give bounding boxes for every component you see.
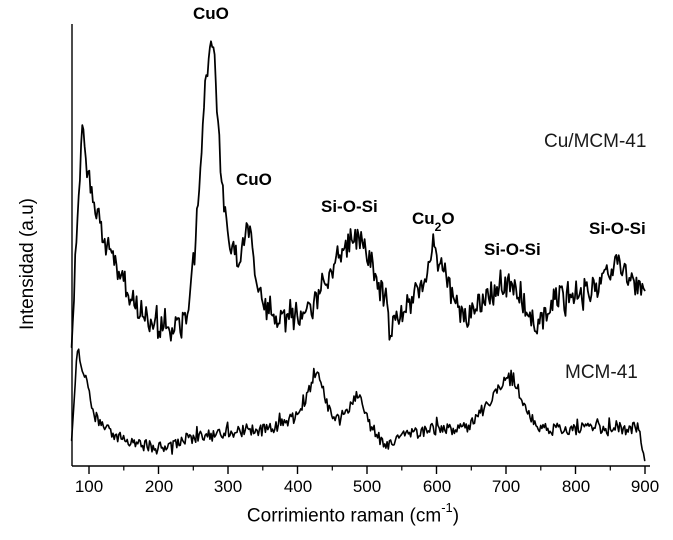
peak-label-cu2o: Cu2O (412, 209, 455, 235)
peak-label-cu2o-post: O (441, 209, 455, 228)
x-tick-label-500: 500 (352, 477, 382, 496)
x-axis-major-ticks (88, 466, 646, 474)
series-label-cu-mcm-41: Cu/MCM-41 (544, 131, 647, 152)
x-axis-title-close: ) (452, 505, 460, 527)
x-axis-title-text: Corrimiento raman (cm (246, 505, 442, 527)
series-line-cu-mcm-41 (70, 40, 646, 349)
x-tick-label-900: 900 (630, 477, 660, 496)
peak-label-si-o-si-480: Si-O-Si (321, 197, 378, 216)
x-axis-title: Corrimiento raman (cm-1) (246, 500, 460, 527)
x-tick-label-700: 700 (491, 477, 521, 496)
peak-label-cuo-shoulder: CuO (236, 170, 272, 189)
x-tick-label-100: 100 (74, 477, 104, 496)
x-tick-label-600: 600 (422, 477, 452, 496)
x-axis-minor-ticks (123, 466, 611, 471)
x-tick-label-400: 400 (283, 477, 313, 496)
peak-label-si-o-si-710: Si-O-Si (484, 240, 541, 259)
series-line-mcm-41 (70, 348, 646, 462)
series-label-mcm-41: MCM-41 (565, 362, 638, 383)
x-tick-label-300: 300 (213, 477, 243, 496)
peak-label-si-o-si-860: Si-O-Si (589, 219, 646, 238)
x-axis-title-superscript: -1 (441, 500, 453, 515)
x-tick-label-200: 200 (144, 477, 174, 496)
peak-label-cuo-main: CuO (193, 4, 229, 23)
axes-lines (71, 24, 650, 467)
peak-label-cu2o-sub: 2 (434, 220, 442, 235)
x-tick-label-800: 800 (561, 477, 591, 496)
y-axis-title: Intensidad (a.u) (17, 198, 39, 330)
peak-label-cu2o-pre: Cu (412, 209, 435, 228)
y-axis-title-text: Intensidad (a.u) (17, 197, 38, 331)
